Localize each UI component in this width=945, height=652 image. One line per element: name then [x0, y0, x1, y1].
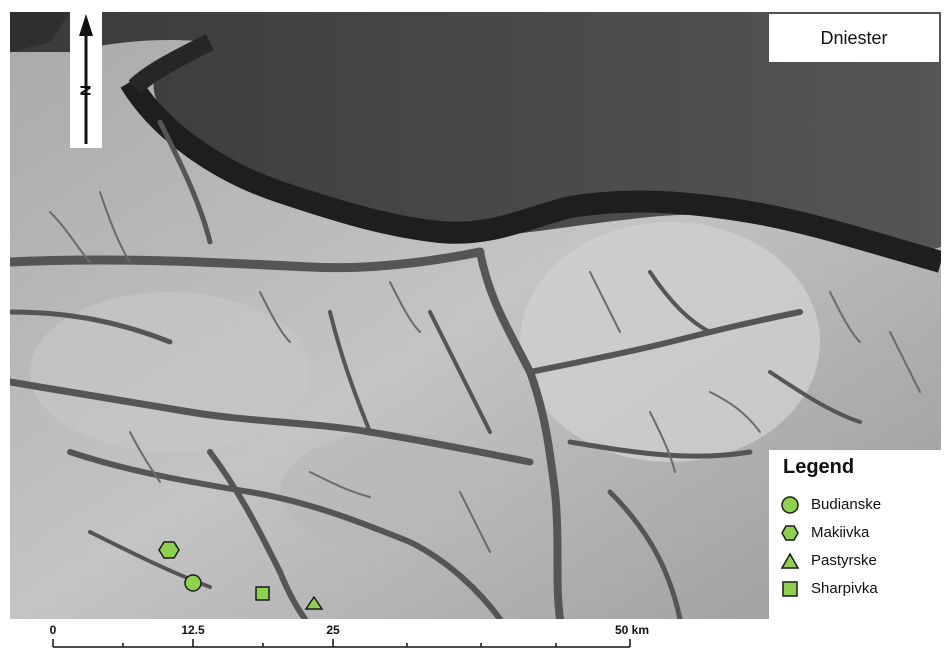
- lowland-left: [10, 12, 70, 52]
- legend-item-makiivka: Makiivka: [781, 522, 939, 544]
- scale-tick-label: 50 km: [614, 623, 650, 637]
- site-markers: [158, 541, 324, 610]
- square-icon: [782, 581, 798, 597]
- legend-label: Sharpivka: [811, 580, 878, 597]
- legend-item-sharpivka: Sharpivka: [781, 578, 939, 600]
- gully-network: [49, 191, 921, 553]
- legend-title: Legend: [783, 456, 855, 478]
- legend-label: Budianske: [811, 496, 882, 513]
- river-dniester: [120, 76, 941, 273]
- scale-tick-label: 0: [49, 623, 57, 637]
- scale-tick-label: 25: [326, 623, 340, 637]
- north-label: N: [77, 85, 95, 96]
- site-makiivka-hexagon: [158, 541, 180, 559]
- legend-label: Makiivka: [811, 524, 870, 541]
- legend-label: Pastyrske: [811, 552, 877, 569]
- scale-bar: 0 12.5 25 50 km: [0, 619, 945, 652]
- lowland-area: [10, 12, 941, 251]
- highland-patch: [280, 432, 500, 552]
- legend: Legend Budianske Makiivka Pastyrske Shar…: [769, 450, 941, 619]
- map-title: Dniester: [820, 28, 888, 48]
- relief-map: [10, 12, 941, 619]
- site-budianske-circle: [184, 574, 202, 592]
- circle-icon: [781, 496, 799, 514]
- triangle-icon: [781, 552, 800, 569]
- highland-patch: [30, 292, 310, 452]
- legend-item-budianske: Budianske: [781, 494, 939, 516]
- north-arrow: N: [70, 12, 102, 148]
- site-sharpivka-square: [255, 586, 270, 601]
- scale-tick-label: 12.5: [181, 623, 205, 637]
- hexagon-icon: [781, 525, 799, 541]
- river-dniester-upper: [128, 33, 215, 94]
- legend-item-pastyrske: Pastyrske: [781, 550, 939, 572]
- north-arrow-icon: [79, 14, 93, 144]
- site-pastyrske-triangle: [304, 595, 324, 610]
- map-title-box: Dniester: [769, 14, 939, 62]
- scale-bar-line: [52, 639, 631, 648]
- valley-network: [10, 119, 862, 619]
